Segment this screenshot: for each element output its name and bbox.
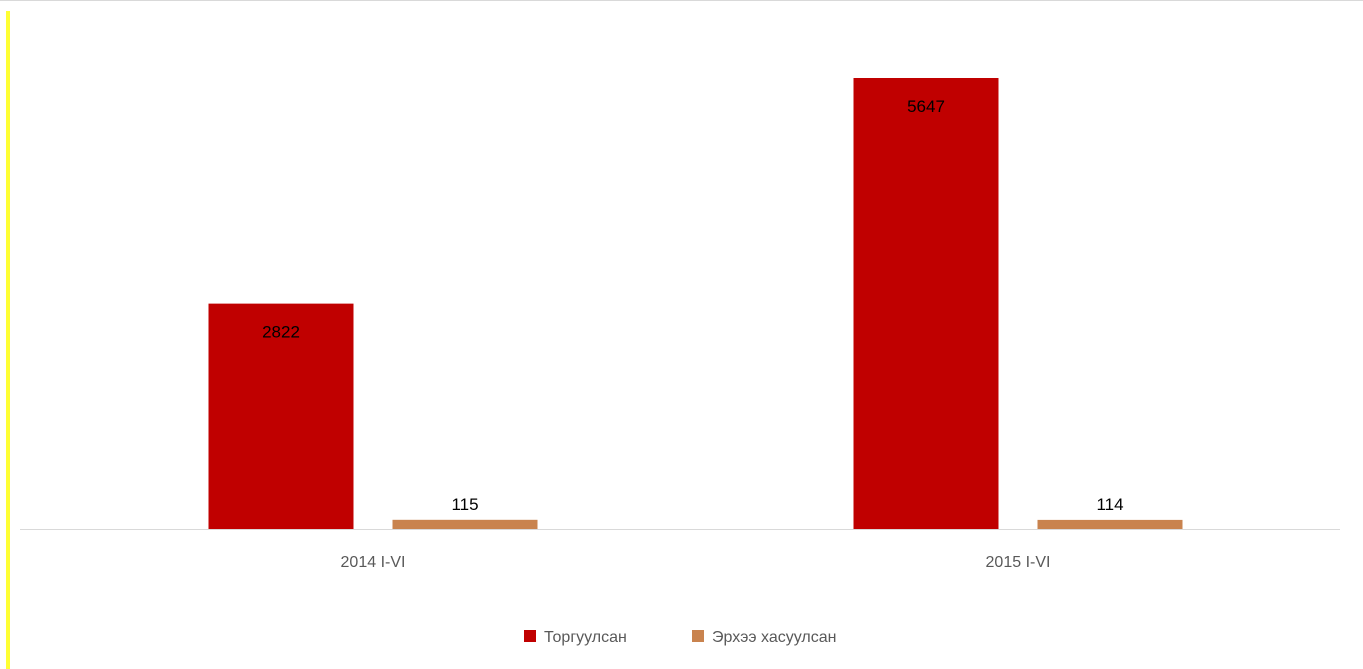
data-label-1-1: 2822 <box>262 323 300 342</box>
legend-swatch-1 <box>524 630 536 642</box>
tick-labels-group: 2014 I-VI 2015 I-VI <box>341 554 1051 571</box>
legend-swatch-2 <box>692 630 704 642</box>
bar-2-1 <box>392 519 538 529</box>
bar-1-1 <box>208 303 354 529</box>
x-tick-label: 2015 I-VI <box>986 554 1051 571</box>
x-tick-label: 2014 I-VI <box>341 554 406 571</box>
legend: Торгуулсан Эрхээ хасуулсан <box>524 629 836 646</box>
bar-2-2 <box>1037 519 1183 529</box>
legend-label-1: Торгуулсан <box>544 629 627 646</box>
bar-1-2 <box>853 78 999 529</box>
data-label-2-1: 115 <box>451 495 478 514</box>
data-label-2-2: 114 <box>1096 495 1123 514</box>
accent-bar <box>6 11 10 669</box>
legend-label-2: Эрхээ хасуулсан <box>712 629 836 646</box>
data-label-1-2: 5647 <box>907 97 945 116</box>
bars-group <box>208 78 1183 529</box>
data-labels-group: 2822 5647 115 114 <box>262 97 1123 514</box>
